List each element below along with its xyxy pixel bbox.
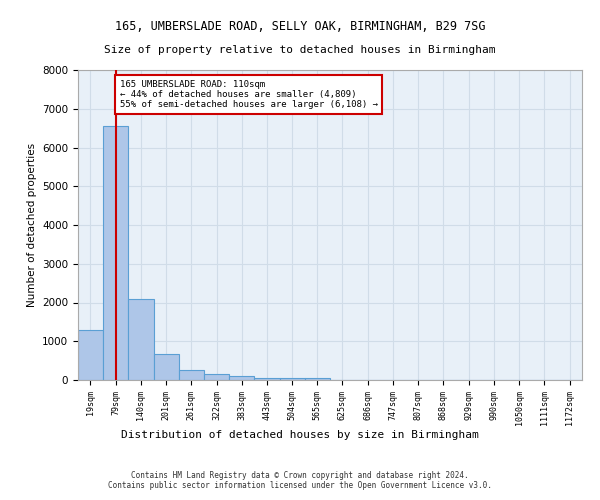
Text: Distribution of detached houses by size in Birmingham: Distribution of detached houses by size …: [121, 430, 479, 440]
Bar: [305, 378, 330, 380]
Bar: [280, 378, 305, 380]
Bar: [229, 376, 254, 380]
Text: 165, UMBERSLADE ROAD, SELLY OAK, BIRMINGHAM, B29 7SG: 165, UMBERSLADE ROAD, SELLY OAK, BIRMING…: [115, 20, 485, 33]
Bar: [254, 378, 280, 380]
Bar: [179, 370, 204, 380]
Text: 165 UMBERSLADE ROAD: 110sqm
← 44% of detached houses are smaller (4,809)
55% of : 165 UMBERSLADE ROAD: 110sqm ← 44% of det…: [120, 80, 378, 110]
Bar: [128, 300, 154, 380]
Bar: [103, 126, 128, 380]
Y-axis label: Number of detached properties: Number of detached properties: [26, 143, 37, 307]
Bar: [78, 330, 103, 380]
Text: Contains HM Land Registry data © Crown copyright and database right 2024.
Contai: Contains HM Land Registry data © Crown c…: [108, 470, 492, 490]
Bar: [204, 374, 229, 380]
Text: Size of property relative to detached houses in Birmingham: Size of property relative to detached ho…: [104, 45, 496, 55]
Bar: [154, 354, 179, 380]
